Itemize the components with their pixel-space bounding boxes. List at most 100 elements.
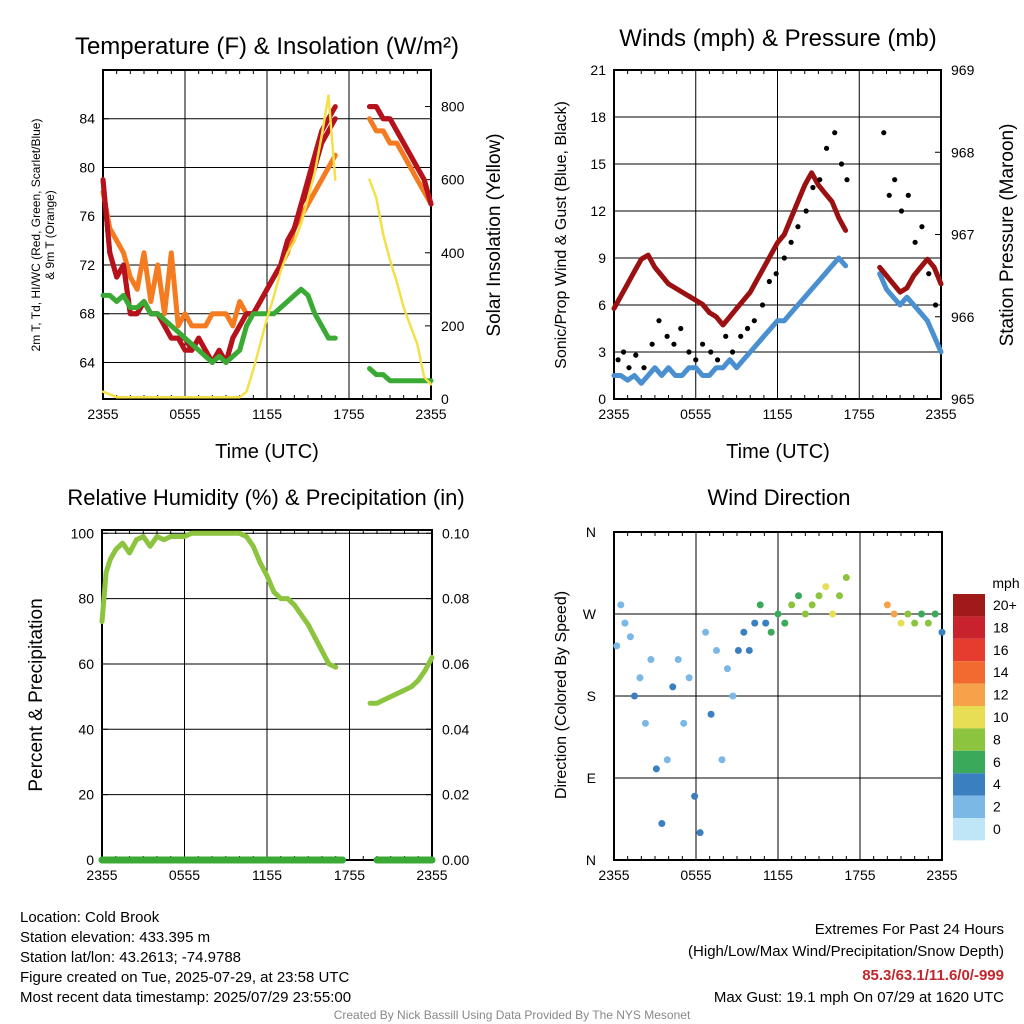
direction-point xyxy=(647,656,655,664)
legend-swatch xyxy=(953,728,985,751)
direction-point xyxy=(890,610,898,618)
x-tick-label: 1155 xyxy=(252,867,282,883)
y-tick-label: 40 xyxy=(78,721,94,737)
gust-point xyxy=(664,333,670,339)
gust-point xyxy=(773,271,779,277)
y2-tick-label: 0.00 xyxy=(442,852,469,868)
rh-line xyxy=(99,530,435,706)
direction-point xyxy=(636,674,644,682)
direction-point xyxy=(883,601,891,609)
direction-point xyxy=(723,665,731,673)
humidity-x-ticks: 2355 0555 1155 1755 2355 xyxy=(86,867,447,883)
y2-tick-label: 800 xyxy=(441,99,465,115)
direction-point xyxy=(808,601,816,609)
gust-point xyxy=(803,208,809,214)
x-tick-label: 1755 xyxy=(333,406,364,422)
y-tick-label: 80 xyxy=(79,159,95,175)
temperature-x-ticks: 2355 0555 1155 1755 2355 xyxy=(87,406,446,422)
legend-label: 16 xyxy=(993,642,1009,658)
wind-direction-y-ticks: N E S W N xyxy=(583,524,597,868)
gust-point xyxy=(699,341,706,347)
gust-point xyxy=(817,177,823,183)
y-tick-label: 80 xyxy=(78,591,94,607)
y-tick-label: 18 xyxy=(590,109,606,125)
legend-label: 2 xyxy=(993,799,1001,815)
x-tick-label: 0555 xyxy=(169,406,200,422)
legend-label: 10 xyxy=(993,709,1009,725)
gust-point xyxy=(823,145,830,151)
gust-point xyxy=(751,318,757,324)
x-tick-label: 2355 xyxy=(86,867,117,883)
gust-point xyxy=(649,341,655,347)
x-tick-label: 0555 xyxy=(680,406,711,422)
x-tick-label: 1755 xyxy=(844,406,875,422)
direction-point xyxy=(718,756,726,764)
direction-point xyxy=(652,765,660,773)
x-tick-label: 1755 xyxy=(334,867,365,883)
direction-point xyxy=(762,619,770,627)
pressure-line xyxy=(611,170,944,328)
wind-direction-grid xyxy=(613,531,943,861)
pressure-y2-label: Station Pressure (Maroon) xyxy=(997,124,1018,347)
y2-tick-label: 969 xyxy=(951,62,975,78)
pressure-y-ticks: 965 966 967 968 969 xyxy=(951,62,975,407)
wind-line xyxy=(611,255,944,386)
temperature-y-label-line2: & 9m T (Orange) xyxy=(43,190,57,280)
direction-point xyxy=(685,674,693,682)
y-tick-label: 68 xyxy=(79,306,95,322)
direction-tick-label: S xyxy=(587,688,596,704)
speed-legend-title: mph xyxy=(992,575,1019,591)
direction-point xyxy=(669,683,677,691)
legend-label: 6 xyxy=(993,754,1001,770)
temperature-y-label-line1: 2m T, Td, HI/WC (Red, Green, Scarlet/Blu… xyxy=(29,119,43,352)
direction-point xyxy=(836,592,843,600)
location-text: Location: Cold Brook xyxy=(20,909,160,926)
direction-point xyxy=(641,719,649,727)
gust-point xyxy=(656,318,662,324)
legend-swatch xyxy=(953,616,985,639)
legend-label: 8 xyxy=(993,731,1001,747)
legend-swatch xyxy=(953,706,985,729)
direction-point xyxy=(674,656,682,664)
winds-x-ticks: 2355 0555 1155 1755 2355 xyxy=(598,406,956,422)
legend-swatch xyxy=(953,773,985,796)
wind-direction-panel-title: Wind Direction xyxy=(707,485,850,510)
x-tick-label: 2355 xyxy=(925,406,956,422)
gust-point xyxy=(641,365,647,371)
max-gust-text: Max Gust: 19.1 mph On 07/29 at 1620 UTC xyxy=(714,989,1004,1006)
legend-label: 4 xyxy=(993,776,1001,792)
latlon-text: Station lat/lon: 43.2613; -74.9788 xyxy=(20,949,241,966)
gust-point xyxy=(898,208,905,214)
y2-tick-label: 967 xyxy=(951,227,975,243)
x-tick-label: 2355 xyxy=(598,867,629,883)
winds-x-label: Time (UTC) xyxy=(726,441,830,463)
y2-tick-label: 0.06 xyxy=(442,656,469,672)
winds-panel-title: Winds (mph) & Pressure (mb) xyxy=(619,25,936,52)
y-tick-label: 0 xyxy=(86,852,94,868)
wind-direction-points xyxy=(613,574,946,837)
x-tick-label: 0555 xyxy=(169,867,200,883)
gust-point xyxy=(766,278,772,285)
direction-point xyxy=(904,610,912,618)
y2-tick-label: 200 xyxy=(441,318,465,334)
y-tick-label: 12 xyxy=(590,203,606,219)
created-text: Figure created on Tue, 2025-07-29, at 23… xyxy=(20,969,350,986)
direction-tick-label: N xyxy=(586,852,596,868)
gust-point xyxy=(759,302,766,308)
direction-point xyxy=(707,710,715,718)
gust-point xyxy=(738,333,744,339)
gust-point xyxy=(708,349,714,355)
y-tick-label: 60 xyxy=(78,656,94,672)
credit-text: Created By Nick Bassill Using Data Provi… xyxy=(334,1008,691,1022)
gust-point xyxy=(671,341,677,347)
recent-data-text: Most recent data timestamp: 2025/07/29 2… xyxy=(20,989,351,1006)
gust-point xyxy=(912,239,918,245)
temperature-x-label: Time (UTC) xyxy=(215,441,319,463)
winds-grid xyxy=(613,69,942,400)
winds-series xyxy=(611,130,944,386)
gust-point xyxy=(744,325,751,332)
solar-y2-label: Solar Insolation (Yellow) xyxy=(484,133,505,336)
gust-point xyxy=(926,271,932,277)
winds-y-ticks: 0 3 6 9 12 15 18 21 xyxy=(590,62,606,407)
gust-point xyxy=(714,357,721,363)
